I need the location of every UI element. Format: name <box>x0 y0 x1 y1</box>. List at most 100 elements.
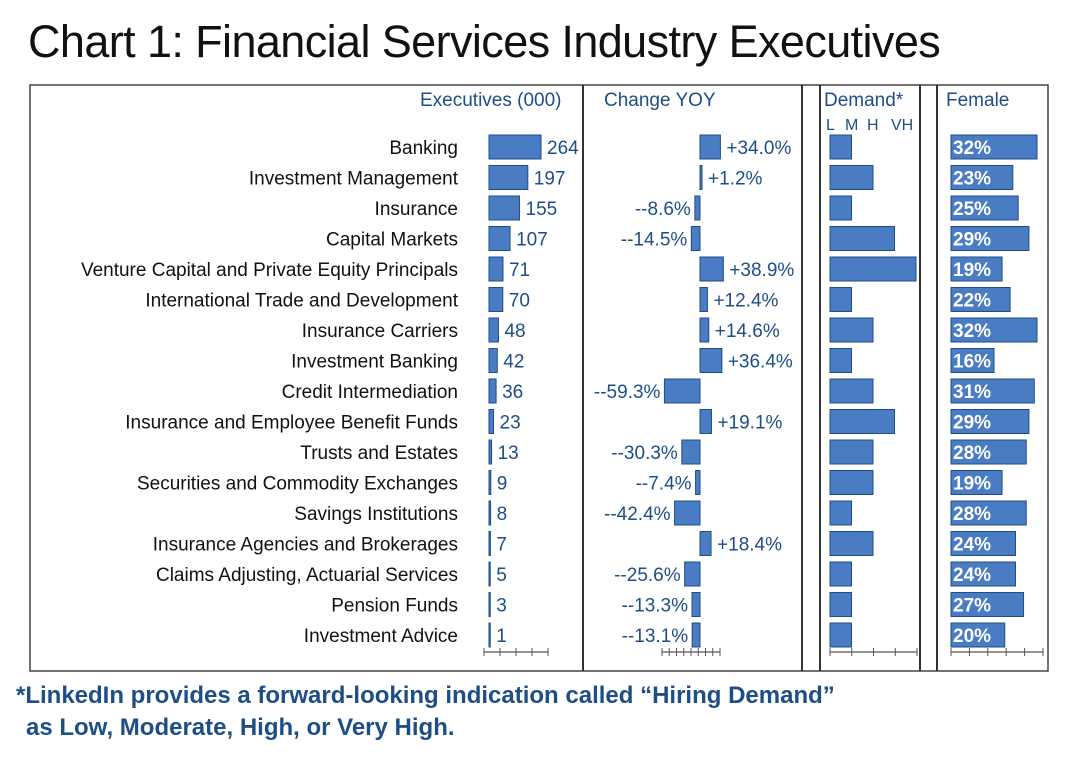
change-yoy-bar <box>681 439 701 465</box>
chart-frame <box>29 84 1049 672</box>
footnote-line-1: *LinkedIn provides a forward-looking ind… <box>16 682 835 709</box>
executives-value-label: 197 <box>534 169 566 190</box>
executives-value-label: 8 <box>497 504 508 525</box>
executives-bar <box>488 378 497 404</box>
executives-bar <box>488 531 491 556</box>
female-bar <box>950 226 1030 251</box>
female-bar <box>950 592 1025 617</box>
female-bar <box>950 531 1016 556</box>
demand-bar <box>829 561 852 587</box>
female-bar <box>950 134 1038 160</box>
change-yoy-value-label: --42.4% <box>604 504 671 525</box>
change-yoy-value-label: +1.2% <box>708 169 763 190</box>
executives-bar <box>488 439 493 465</box>
change-yoy-bar <box>691 592 701 617</box>
change-yoy-value-label: +38.9% <box>729 260 794 281</box>
executives-value-label: 42 <box>503 352 524 373</box>
demand-bar <box>829 195 852 221</box>
change-yoy-value-label: --30.3% <box>611 443 678 464</box>
change-yoy-value-label: --13.3% <box>621 596 688 617</box>
category-label: Investment Management <box>249 169 459 190</box>
demand-bar <box>829 409 895 434</box>
female-bar <box>950 195 1019 221</box>
change-yoy-bar <box>699 165 703 190</box>
change-yoy-bar <box>699 317 710 343</box>
female-value-label: 27% <box>953 596 991 617</box>
female-header: Female <box>946 90 1009 111</box>
category-label: Insurance Carriers <box>302 321 458 342</box>
demand-bar <box>829 134 852 160</box>
change-yoy-value-label: +34.0% <box>726 138 791 159</box>
change-yoy-value-label: +36.4% <box>728 352 793 373</box>
category-label: Claims Adjusting, Actuarial Services <box>156 565 458 586</box>
change-yoy-value-label: --25.6% <box>614 565 681 586</box>
female-value-label: 22% <box>953 291 991 312</box>
executives-value-label: 155 <box>526 199 558 220</box>
chart-title: Chart 1: Financial Services Industry Exe… <box>28 16 941 67</box>
female-bar <box>950 287 1011 312</box>
female-value-label: 24% <box>953 565 991 586</box>
female-bar <box>950 439 1027 465</box>
demand-bar <box>829 592 852 617</box>
demand-level-label: L <box>826 117 835 134</box>
change-yoy-bar <box>699 348 723 373</box>
executives-bar <box>488 470 492 495</box>
female-bar <box>950 165 1014 190</box>
executives-bar <box>488 195 521 221</box>
female-value-label: 29% <box>953 230 991 251</box>
executives-value-label: 36 <box>502 382 523 403</box>
change-yoy-bar <box>699 531 712 556</box>
change-yoy-bar <box>699 134 721 160</box>
executives-bar <box>488 165 529 190</box>
female-value-label: 31% <box>953 382 991 403</box>
category-label: Trusts and Estates <box>300 443 458 464</box>
footnote-line-2: as Low, Moderate, High, or Very High. <box>26 714 455 741</box>
executives-bar <box>488 287 504 312</box>
executives-bar <box>488 561 491 587</box>
female-bar <box>950 256 1003 282</box>
change-yoy-bar <box>699 287 708 312</box>
demand-bar <box>829 226 895 251</box>
executives-bar <box>488 134 542 160</box>
change-yoy-bar <box>694 195 701 221</box>
footnote: *LinkedIn provides a forward-looking ind… <box>16 680 835 744</box>
demand-level-label: M <box>845 117 858 134</box>
executives-value-label: 107 <box>516 230 548 251</box>
female-value-label: 25% <box>953 199 991 220</box>
executives-value-label: 71 <box>509 260 530 281</box>
female-value-label: 28% <box>953 504 991 525</box>
executives-value-label: 3 <box>496 596 507 617</box>
change-yoy-bar <box>691 622 701 648</box>
executives-bar <box>488 500 492 526</box>
change-yoy-value-label: +18.4% <box>717 535 782 556</box>
executives-value-label: 23 <box>500 413 521 434</box>
change-yoy-header: Change YOY <box>604 90 716 111</box>
executives-bar <box>488 256 504 282</box>
change-yoy-bar <box>663 378 701 404</box>
demand-header: Demand* <box>824 90 904 111</box>
demand-bar <box>829 470 874 495</box>
demand-bar <box>829 439 874 465</box>
category-label: International Trade and Development <box>145 291 458 312</box>
female-bar <box>950 561 1016 587</box>
executives-value-label: 1 <box>496 626 507 647</box>
demand-bar <box>829 378 874 404</box>
demand-level-label: VH <box>891 117 913 134</box>
female-value-label: 19% <box>953 474 991 495</box>
category-label: Credit Intermediation <box>282 382 458 403</box>
female-value-label: 19% <box>953 260 991 281</box>
female-value-label: 29% <box>953 413 991 434</box>
category-label: Insurance <box>375 199 458 220</box>
change-yoy-value-label: +12.4% <box>713 291 778 312</box>
female-value-label: 16% <box>953 352 991 373</box>
change-yoy-value-label: +19.1% <box>717 413 782 434</box>
female-value-label: 23% <box>953 169 991 190</box>
demand-level-label: H <box>867 117 879 134</box>
change-yoy-value-label: --59.3% <box>594 382 661 403</box>
category-label: Investment Advice <box>304 626 458 647</box>
executives-value-label: 7 <box>496 535 507 556</box>
female-bar <box>950 378 1035 404</box>
executives-bar <box>488 592 491 617</box>
category-label: Savings Institutions <box>294 504 458 525</box>
category-label: Investment Banking <box>291 352 458 373</box>
